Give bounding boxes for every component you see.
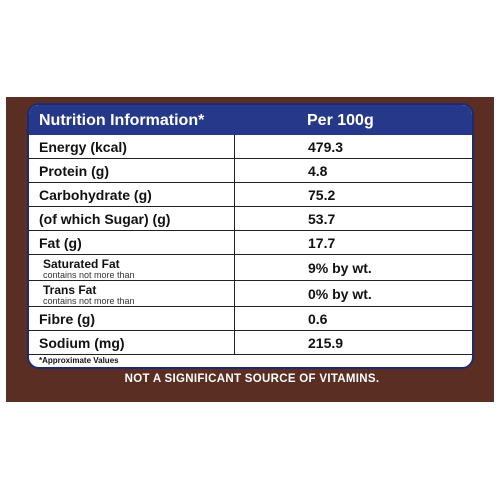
table-header: Nutrition Information* Per 100g — [29, 105, 472, 135]
table-row: Energy (kcal) 479.3 — [29, 135, 472, 159]
nutrient-value: 53.7 — [308, 211, 336, 227]
nutrient-value: 17.7 — [308, 235, 336, 251]
table-row: Saturated Fat contains not more than 9% … — [29, 255, 472, 281]
header-per-100g: Per 100g — [307, 112, 374, 129]
nutrient-value: 215.9 — [308, 335, 344, 351]
nutrient-note: contains not more than — [43, 296, 135, 306]
nutrient-name: (of which Sugar) (g) — [39, 211, 171, 227]
nutrient-name: Trans Fat — [43, 283, 97, 297]
table-row: Fibre (g) 0.6 — [29, 307, 472, 331]
nutrient-value: 0% by wt. — [308, 286, 372, 302]
approximate-values-note: *Approximate Values — [39, 356, 119, 365]
nutrient-note: contains not more than — [43, 270, 135, 280]
nutrient-name: Carbohydrate (g) — [39, 187, 152, 203]
vitamins-disclaimer: NOT A SIGNIFICANT SOURCE OF VITAMINS. — [124, 373, 380, 385]
table-row: Protein (g) 4.8 — [29, 159, 472, 183]
nutrient-name: Saturated Fat — [43, 257, 120, 271]
table-row: (of which Sugar) (g) 53.7 — [29, 207, 472, 231]
nutrient-value: 479.3 — [308, 139, 344, 155]
table-row: Fat (g) 17.7 — [29, 231, 472, 255]
nutrient-name: Energy (kcal) — [39, 139, 127, 155]
column-divider — [234, 135, 235, 355]
header-nutrition-information: Nutrition Information* — [39, 112, 205, 129]
nutrient-name: Protein (g) — [39, 163, 109, 179]
nutrient-name: Fibre (g) — [39, 311, 95, 327]
table-row: Trans Fat contains not more than 0% by w… — [29, 281, 472, 307]
table-row: Sodium (mg) 215.9 — [29, 331, 472, 355]
nutrient-value: 4.8 — [308, 163, 328, 179]
nutrient-value: 0.6 — [308, 311, 328, 327]
table-row: Carbohydrate (g) 75.2 — [29, 183, 472, 207]
nutrient-value: 9% by wt. — [308, 260, 372, 276]
nutrient-value: 75.2 — [308, 187, 336, 203]
nutrient-name: Fat (g) — [39, 235, 82, 251]
nutrition-table: Nutrition Information* Per 100g Energy (… — [27, 103, 474, 369]
nutrient-name: Sodium (mg) — [39, 335, 125, 351]
